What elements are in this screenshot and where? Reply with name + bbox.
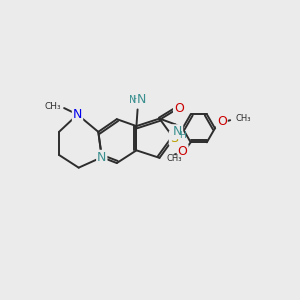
Text: H: H: [179, 131, 186, 140]
Text: CH₃: CH₃: [235, 114, 251, 123]
Text: NH₂: NH₂: [129, 95, 148, 105]
Text: S: S: [170, 132, 178, 145]
Text: O: O: [174, 102, 184, 115]
Text: N: N: [137, 93, 146, 106]
Text: N: N: [173, 125, 182, 138]
Text: N: N: [73, 108, 82, 121]
Text: H: H: [132, 95, 139, 104]
Text: O: O: [178, 145, 188, 158]
Text: N: N: [97, 151, 106, 164]
Text: CH₃: CH₃: [166, 154, 182, 163]
Text: CH₃: CH₃: [45, 102, 61, 111]
Text: O: O: [217, 115, 227, 128]
